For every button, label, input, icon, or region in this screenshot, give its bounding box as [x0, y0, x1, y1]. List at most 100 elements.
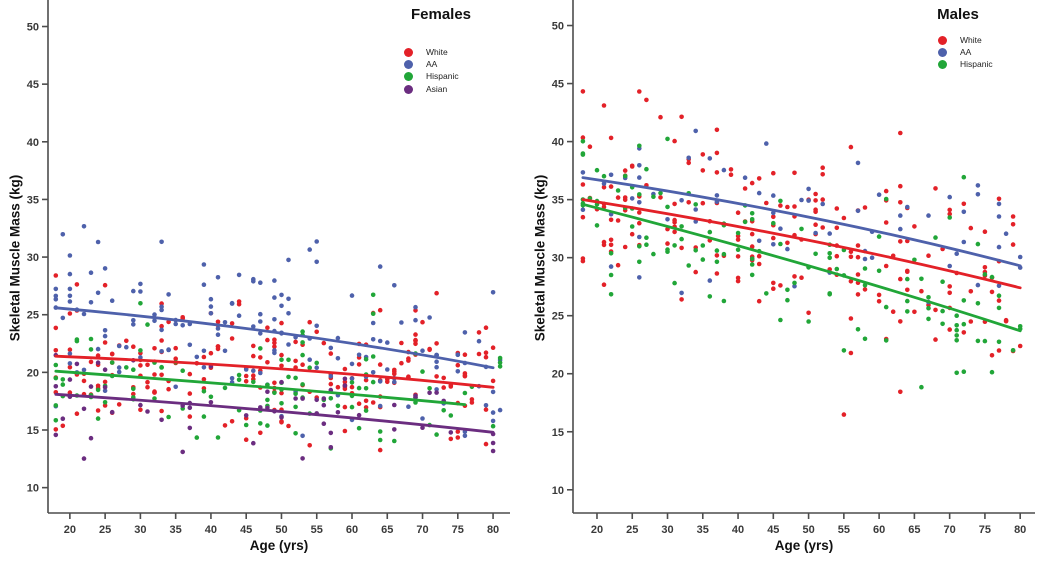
data-point: [434, 364, 439, 370]
data-point: [714, 259, 720, 265]
data-point: [982, 272, 988, 277]
data-point: [258, 280, 263, 286]
data-point: [665, 204, 670, 210]
data-point: [53, 427, 59, 432]
data-point: [961, 298, 967, 303]
data-point: [975, 183, 981, 188]
data-point: [651, 251, 656, 257]
data-point: [996, 201, 1002, 207]
x-tick-label: 50: [275, 524, 287, 536]
data-point: [700, 200, 706, 206]
data-point: [102, 400, 108, 405]
data-point: [672, 243, 677, 248]
males-legend: White AA Hispanic: [938, 34, 993, 71]
data-point: [60, 416, 66, 422]
data-point: [876, 234, 882, 239]
data-point: [342, 376, 348, 382]
data-point: [131, 367, 136, 373]
data-point: [658, 195, 663, 200]
data-point: [721, 298, 727, 304]
data-point: [792, 170, 797, 176]
data-point: [335, 410, 341, 415]
data-point: [377, 429, 383, 434]
data-point: [644, 97, 649, 103]
data-point: [594, 223, 600, 228]
data-point: [905, 269, 910, 275]
data-point: [749, 217, 755, 222]
data-point: [975, 241, 981, 247]
data-point: [95, 346, 101, 352]
data-point: [686, 263, 691, 268]
data-point: [637, 192, 642, 197]
data-point: [145, 322, 150, 327]
data-point: [841, 215, 847, 221]
data-point: [377, 379, 383, 384]
legend-dot: [404, 47, 413, 57]
data-point: [608, 242, 614, 248]
data-point: [434, 341, 439, 346]
legend-label: Hispanic: [426, 71, 459, 82]
data-point: [898, 200, 903, 205]
data-point: [580, 139, 586, 144]
data-point: [497, 355, 503, 361]
data-point: [314, 397, 320, 403]
data-point: [601, 282, 607, 288]
data-point: [243, 437, 249, 443]
data-point: [370, 320, 376, 326]
data-point: [102, 388, 108, 394]
data-point: [898, 130, 903, 136]
data-point: [413, 337, 418, 343]
data-point: [735, 247, 741, 252]
data-point: [785, 204, 790, 210]
legend-item-hispanic: Hispanic: [404, 71, 459, 83]
data-point: [629, 231, 635, 237]
data-point: [714, 170, 720, 175]
data-point: [841, 412, 847, 417]
data-point: [335, 356, 341, 361]
data-point: [855, 254, 861, 260]
data-point: [749, 180, 755, 186]
x-tick-label: 30: [134, 524, 146, 536]
data-point: [356, 352, 362, 358]
data-point: [377, 362, 383, 367]
data-point: [764, 141, 769, 146]
females-y-axis-label: Skeletal Muscle Mass (kg): [7, 174, 23, 342]
data-point: [243, 373, 249, 379]
data-point: [208, 400, 214, 405]
data-point: [328, 381, 334, 387]
data-point: [279, 363, 284, 369]
data-point: [601, 173, 607, 179]
data-point: [672, 229, 677, 235]
data-point: [236, 372, 242, 378]
data-point: [60, 315, 66, 321]
data-point: [714, 127, 720, 133]
data-point: [742, 186, 748, 191]
data-point: [721, 251, 727, 257]
data-point: [622, 244, 628, 250]
data-point: [862, 336, 868, 342]
data-point: [314, 365, 320, 371]
data-point: [173, 384, 178, 390]
x-tick-label: 55: [311, 524, 323, 536]
data-point: [665, 136, 670, 142]
data-point: [159, 349, 164, 354]
data-point: [243, 367, 249, 372]
data-point: [67, 364, 73, 370]
data-point: [328, 396, 334, 401]
data-point: [637, 175, 642, 180]
data-point: [434, 432, 439, 437]
data-point: [413, 332, 418, 337]
data-point: [187, 391, 193, 396]
data-point: [601, 181, 607, 186]
x-tick-label: 65: [381, 524, 393, 536]
data-point: [236, 301, 242, 307]
females-legend: White AA Hispanic Asian: [404, 46, 459, 95]
legend-dot: [938, 60, 947, 70]
data-point: [996, 244, 1002, 250]
data-point: [455, 429, 461, 434]
x-tick-label: 80: [1014, 524, 1026, 536]
data-point: [926, 305, 931, 311]
data-point: [286, 374, 291, 380]
data-point: [187, 425, 193, 431]
data-point: [102, 340, 108, 345]
